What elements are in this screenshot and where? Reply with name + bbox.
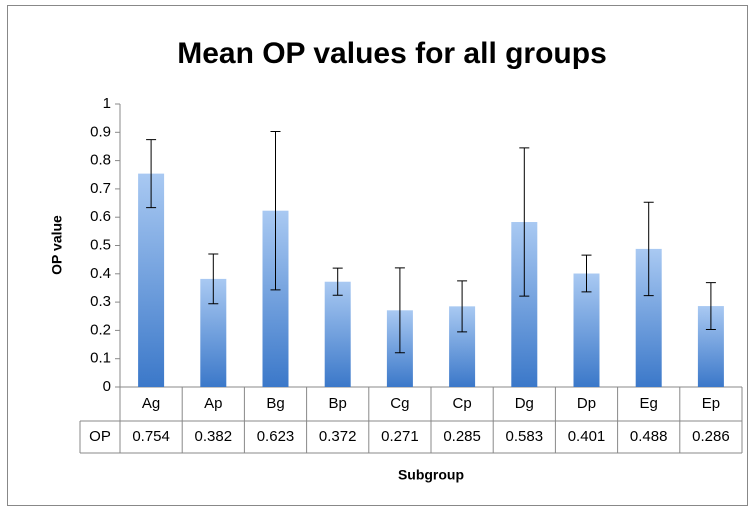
error-bar: [643, 201, 654, 297]
error-bar: [581, 254, 592, 293]
table-value: 0.271: [381, 428, 419, 445]
x-tick-label: Dp: [577, 395, 596, 412]
bar: [573, 273, 600, 387]
table-value: 0.583: [506, 428, 544, 445]
y-tick-label: 0.3: [90, 293, 111, 310]
table-series-name: OP: [89, 428, 111, 445]
y-tick-label: 0.2: [90, 321, 111, 338]
y-tick-label: 0.1: [90, 350, 111, 367]
x-tick-label: Eg: [640, 395, 658, 412]
x-tick-label: Bp: [329, 395, 347, 412]
y-tick-label: 1: [103, 95, 111, 112]
table-value: 0.382: [195, 428, 233, 445]
error-bar: [394, 267, 405, 354]
chart-border: [7, 5, 748, 506]
x-tick-label: Ap: [204, 395, 222, 412]
table-value: 0.623: [257, 428, 295, 445]
y-tick-label: 0.6: [90, 208, 111, 225]
bar: [324, 281, 351, 387]
table-value: 0.401: [568, 428, 606, 445]
error-bar: [270, 130, 281, 291]
bar: [138, 173, 165, 387]
y-tick-label: 0.9: [90, 123, 111, 140]
x-tick-label: Ag: [142, 395, 160, 412]
error-bar: [519, 147, 530, 297]
error-bar: [146, 139, 157, 209]
x-axis-label: Subgroup: [398, 467, 464, 483]
error-bar: [705, 282, 716, 331]
table-value: 0.285: [443, 428, 481, 445]
y-tick-label: 0: [103, 378, 111, 395]
x-tick-label: Dg: [515, 395, 534, 412]
y-tick-label: 0.8: [90, 152, 111, 169]
table-value: 0.488: [630, 428, 668, 445]
error-bar: [332, 267, 343, 296]
error-bar: [457, 280, 468, 333]
table-value: 0.372: [319, 428, 357, 445]
y-tick-label: 0.5: [90, 236, 111, 253]
x-tick-label: Bg: [266, 395, 284, 412]
table-value: 0.286: [692, 428, 730, 445]
error-bar: [208, 253, 219, 305]
x-tick-label: Cp: [453, 395, 472, 412]
y-axis-label: OP value: [49, 215, 65, 275]
chart-title: Mean OP values for all groups: [177, 37, 607, 70]
y-tick-label: 0.7: [90, 180, 111, 197]
x-tick-label: Ep: [702, 395, 720, 412]
y-tick-label: 0.4: [90, 265, 111, 282]
table-value: 0.754: [132, 428, 170, 445]
x-tick-label: Cg: [390, 395, 409, 412]
